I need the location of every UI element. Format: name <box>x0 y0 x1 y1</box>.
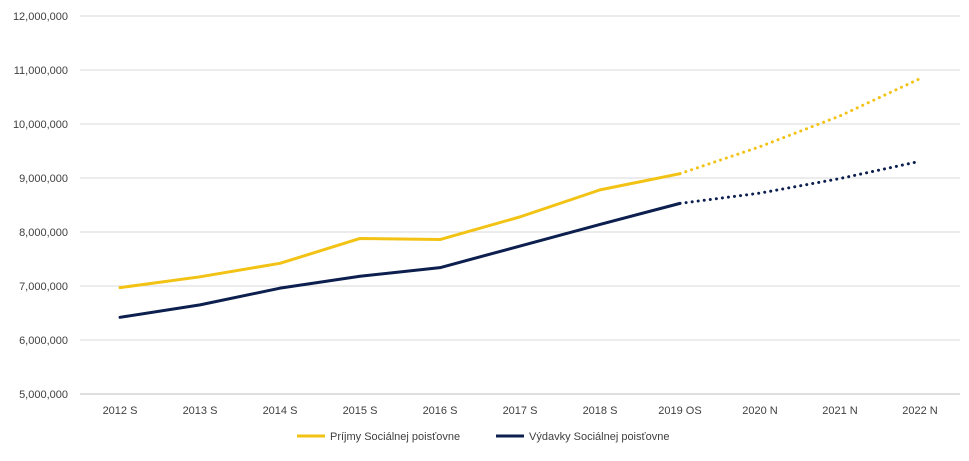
x-axis-ticks: 2012 S 2013 S 2014 S 2015 S 2016 S 2017 S 2018… <box>103 405 938 417</box>
x-tick-label: 2013 S <box>183 405 218 417</box>
x-tick-label: 2018 S <box>583 405 618 417</box>
y-tick-label: 5,000,000 <box>19 389 68 401</box>
x-tick-label: 2012 S <box>103 405 138 417</box>
x-tick-label: 2020 N <box>742 405 778 417</box>
series-line-actual-1 <box>118 172 682 290</box>
legend-label: Príjmy Sociálnej poisťovne <box>330 431 460 443</box>
series-line-actual-2 <box>118 201 682 319</box>
x-tick-label: 2017 S <box>503 405 538 417</box>
x-tick-label: 2014 S <box>263 405 298 417</box>
series-line-forecast-2 <box>678 159 922 205</box>
x-tick-label: 2021 N <box>822 405 858 417</box>
y-tick-label: 10,000,000 <box>13 119 68 131</box>
gridlines <box>80 15 960 395</box>
series-lines <box>118 77 922 319</box>
x-tick-label: 2022 N <box>902 405 938 417</box>
y-tick-label: 12,000,000 <box>13 11 68 23</box>
y-tick-label: 8,000,000 <box>19 227 68 239</box>
x-tick-label: 2016 S <box>423 405 458 417</box>
x-tick-label: 2019 OS <box>658 405 701 417</box>
series-line-forecast-1 <box>678 77 922 176</box>
y-tick-label: 9,000,000 <box>19 173 68 185</box>
y-tick-label: 11,000,000 <box>14 65 68 77</box>
legend: Príjmy Sociálnej poisťovne Výdavky Sociál… <box>297 431 669 443</box>
legend-label: Výdavky Sociálnej poisťovne <box>529 431 669 443</box>
y-tick-label: 6,000,000 <box>19 335 68 347</box>
y-axis-ticks: 5,000,000 6,000,000 7,000,000 8,000,000 9,00… <box>13 11 68 401</box>
x-tick-label: 2015 S <box>343 405 378 417</box>
y-tick-label: 7,000,000 <box>19 281 68 293</box>
